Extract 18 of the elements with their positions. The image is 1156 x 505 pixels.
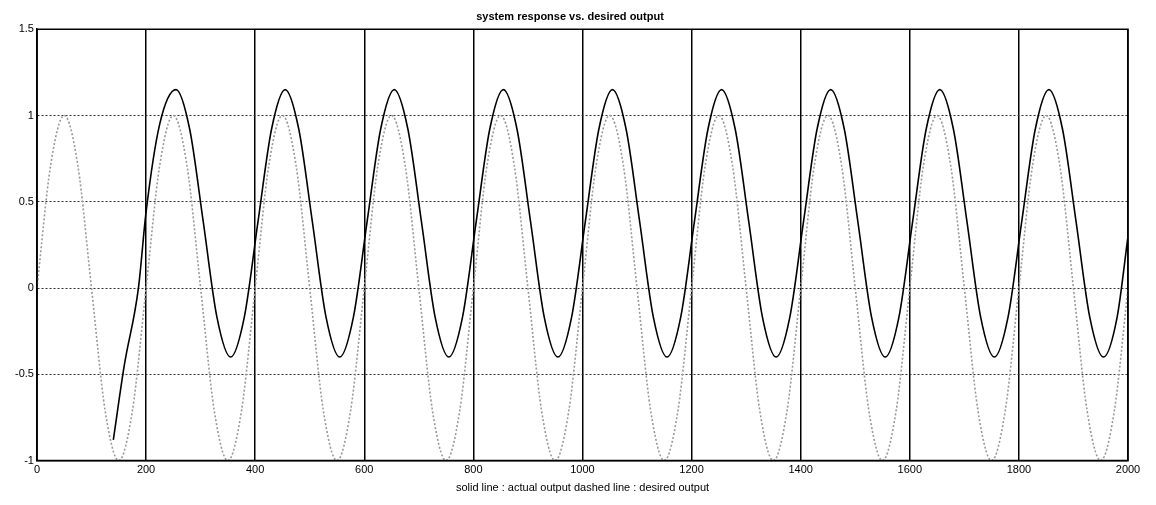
x-tick-label: 1400 (788, 463, 813, 476)
x-tick-label: 600 (355, 463, 374, 476)
y-tick-label: -0.5 (14, 367, 34, 380)
y-tick-label: 0 (27, 281, 34, 294)
x-tick-label: 1800 (1006, 463, 1032, 476)
chart-title: system response vs. desired output (476, 9, 665, 22)
y-tick-label: 1.5 (18, 22, 34, 35)
x-tick-label: 1200 (679, 463, 704, 476)
x-tick-label: 400 (245, 463, 265, 476)
x-tick-label: 200 (136, 463, 156, 476)
x-axis-title: solid line : actual output dashed line : desired output (455, 481, 710, 494)
y-tick-label: 0.5 (18, 194, 34, 207)
y-tick-label: -1 (24, 453, 34, 466)
x-tick-label: 1600 (897, 463, 923, 476)
x-tick-label: 800 (464, 463, 483, 476)
y-tick-label: 1 (27, 108, 34, 121)
x-tick-label: 1000 (570, 463, 595, 476)
x-tick-label: 2000 (1115, 463, 1141, 476)
